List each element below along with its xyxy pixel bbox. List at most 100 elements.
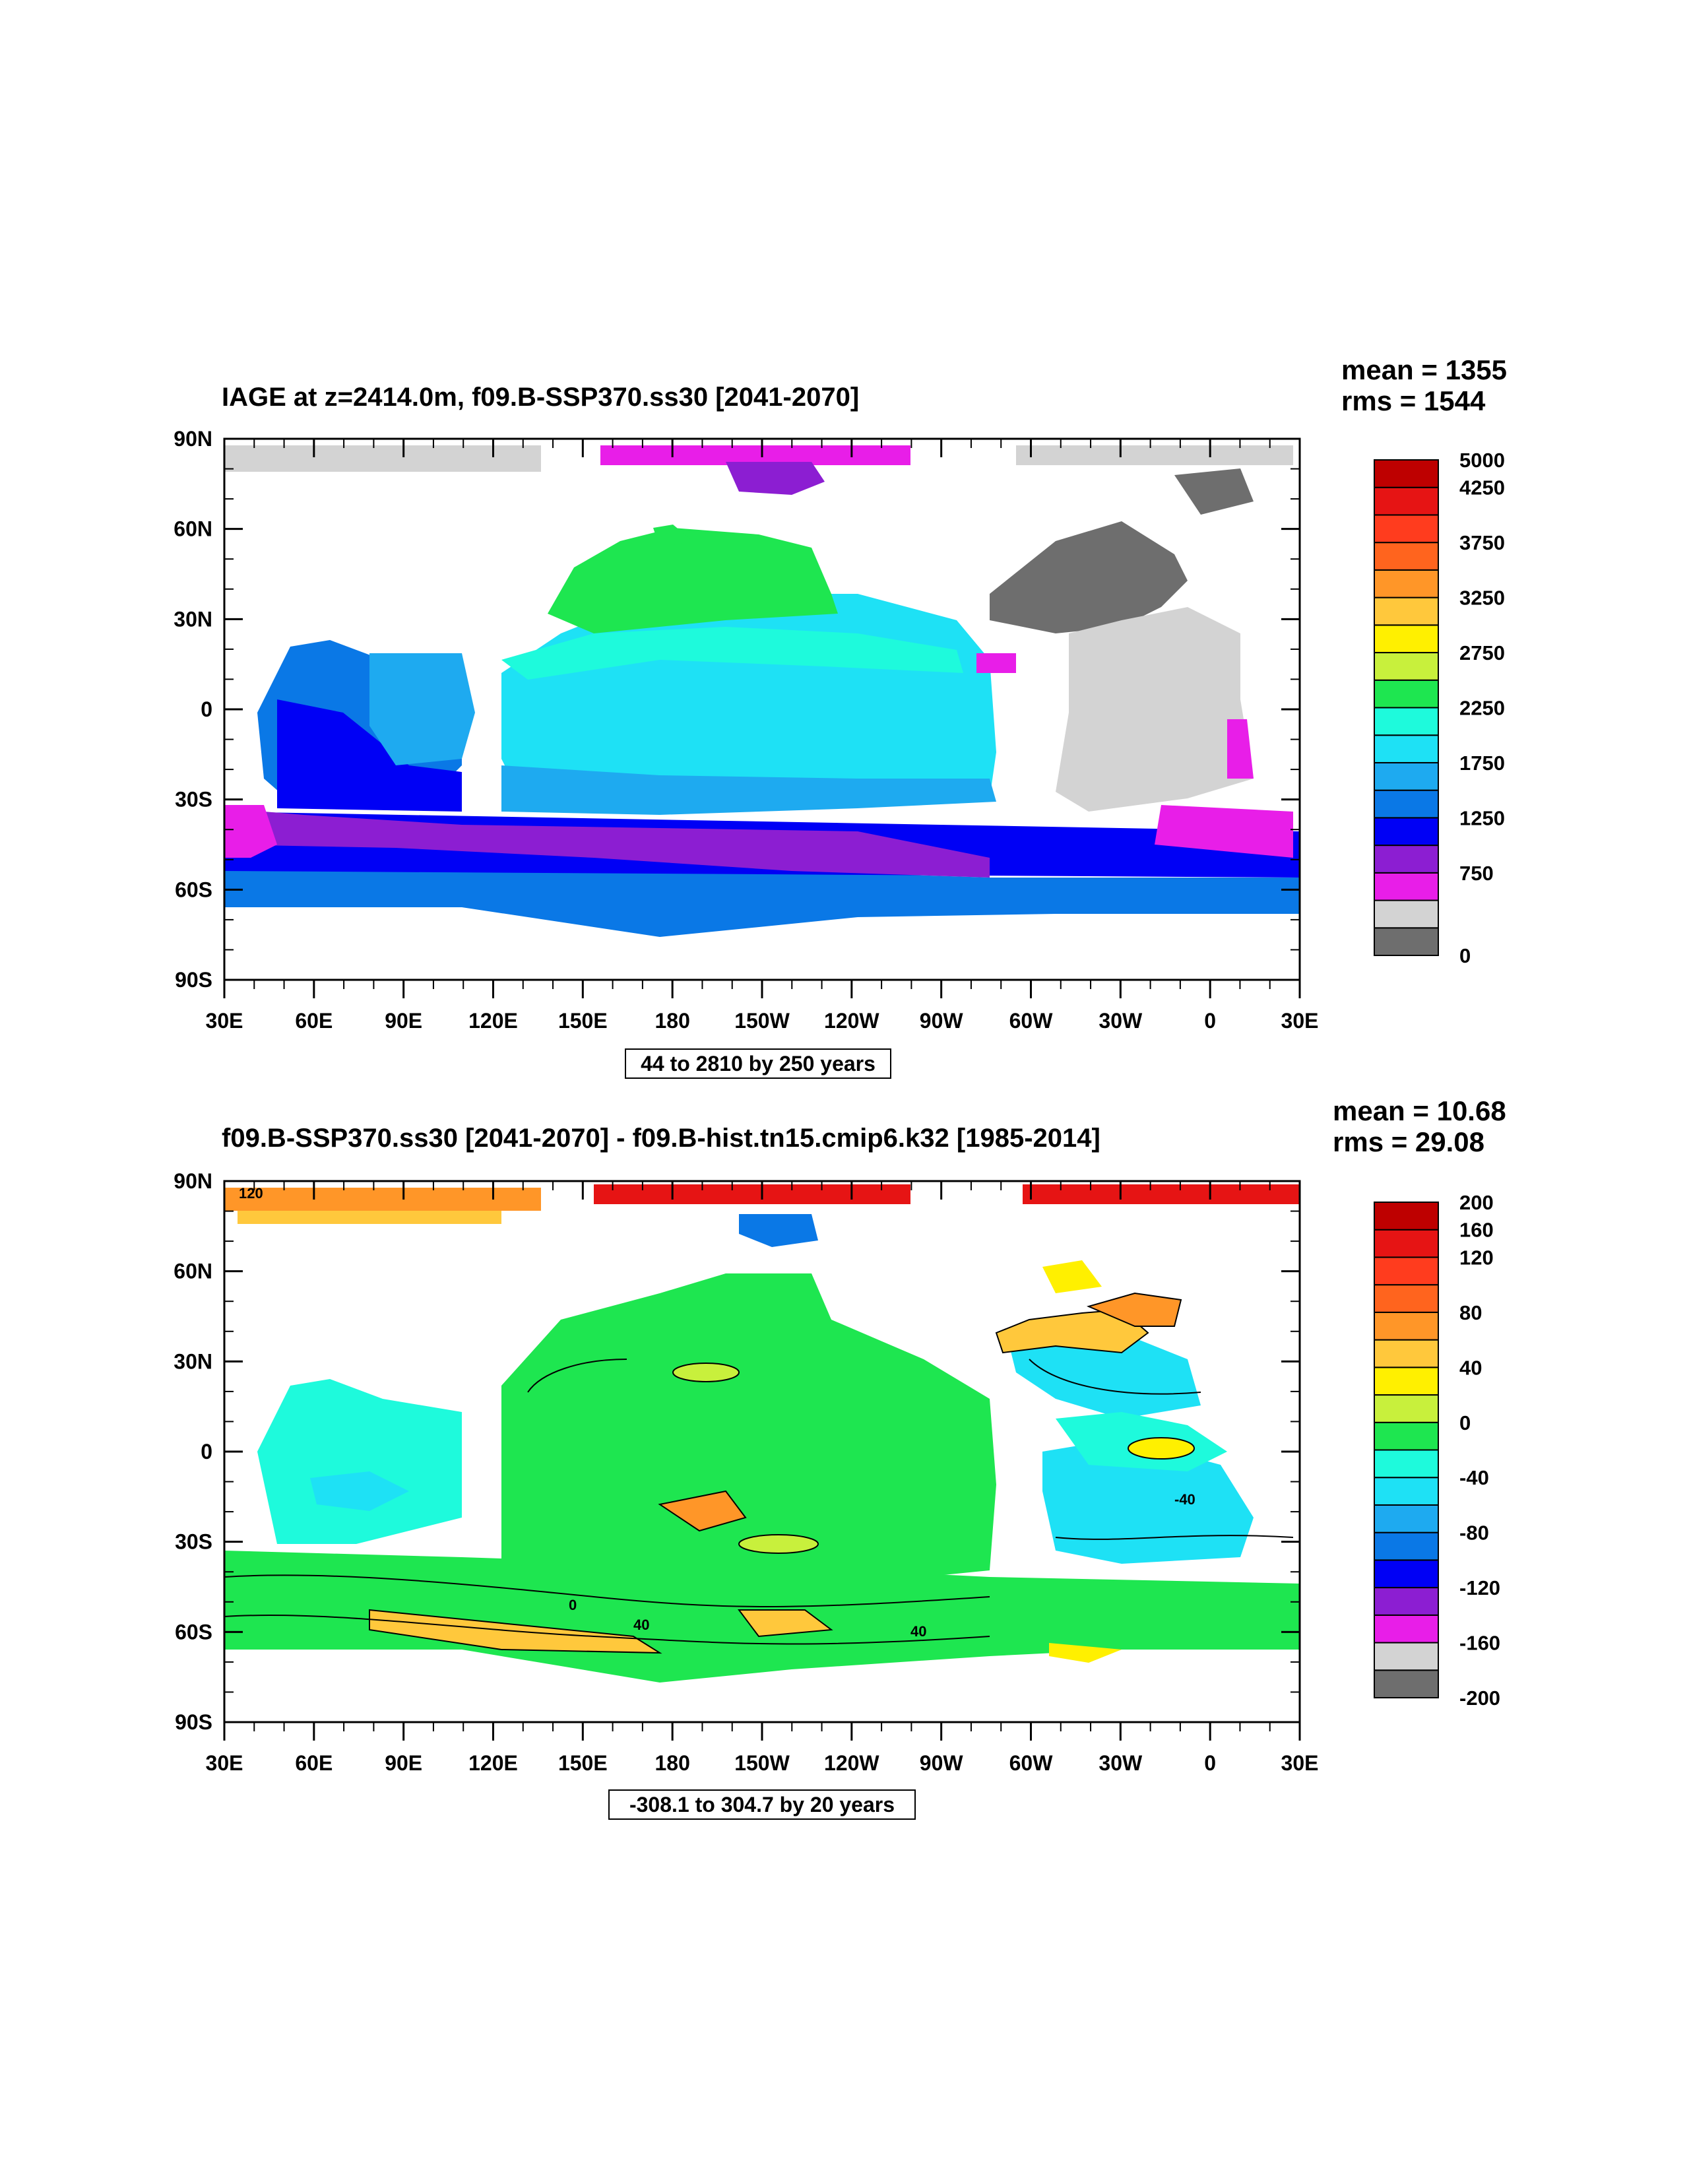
colorbar-box [1374,1587,1439,1616]
contour-label-4: 0 [569,1597,577,1613]
lat-label: 60S [175,1620,212,1644]
lon-label: 90E [385,1751,422,1775]
colorbar-label: 0 [1459,944,1471,967]
colorbar-box [1374,1669,1439,1699]
colorbar-label: 160 [1459,1219,1494,1242]
colorbar-label: 80 [1459,1301,1482,1324]
colorbar-label: 1250 [1459,806,1505,829]
colorbar-label: 3250 [1459,587,1505,610]
lat-label: 90N [174,1169,212,1193]
colorbar-box [1374,1531,1439,1561]
colorbar-box [1374,542,1439,571]
colorbar-box [1374,927,1439,957]
lon-label: 30W [1099,1751,1143,1775]
panel-1-rms: rms = 1544 [1341,385,1486,416]
lon-label: 30W [1099,1009,1143,1033]
colorbar-label: -120 [1459,1576,1500,1599]
lon-label: 180 [654,1751,689,1775]
colorbar-box [1374,596,1439,626]
panel-1-info: 44 to 2810 by 250 years [641,1052,876,1076]
colorbar-box [1374,1284,1439,1313]
panel-2-colorbar: -200 -160 -120 -80 -40 0 40 80 120 160 200 [1374,1191,1500,1710]
lat-label: 30N [174,1349,212,1373]
colorbar-box [1374,1477,1439,1506]
lon-label: 90W [920,1009,964,1033]
colorbar-box [1374,1559,1439,1589]
lat-label: 90N [174,427,212,451]
contour-label-3: 40 [910,1623,926,1640]
colorbar-box [1374,1394,1439,1423]
colorbar-box [1374,1366,1439,1396]
colorbar-box [1374,514,1439,544]
colorbar-box [1374,1229,1439,1258]
colorbar-label: -40 [1459,1466,1489,1489]
colorbar-box [1374,1256,1439,1286]
colorbar-label: 2750 [1459,641,1505,664]
colorbar-box [1374,899,1439,929]
colorbar-box [1374,845,1439,874]
panel-1: IAGE at z=2414.0m, f09.B-SSP370.ss30 [20… [174,354,1507,1079]
panel-1-mean: mean = 1355 [1341,354,1507,385]
colorbar-label: 120 [1459,1246,1494,1269]
panel-1-info-box: 44 to 2810 by 250 years [625,1048,891,1079]
colorbar-label: -200 [1459,1686,1500,1710]
contour-label-2: 40 [633,1617,649,1633]
panel-2-info-box: -308.1 to 304.7 by 20 years [608,1789,916,1820]
colorbar-box [1374,652,1439,681]
colorbar-label: -160 [1459,1632,1500,1655]
contour-label-5: -40 [1174,1491,1195,1508]
lat-label: 90S [175,1710,212,1734]
lat-label: 30S [175,1530,212,1554]
colorbar-label: 3750 [1459,531,1505,554]
colorbar-box [1374,1642,1439,1671]
lon-label: 30E [206,1751,243,1775]
colorbar-label: -80 [1459,1522,1489,1545]
panel-2-mean: mean = 10.68 [1333,1095,1506,1126]
panel-1-lon-ticks: 30E 60E 90E 120E 150E 180 150W 120W 90W 60W 30W 0 30… [206,439,1318,1033]
colorbar-box [1374,789,1439,819]
colorbar-box [1374,1449,1439,1479]
lon-label: 0 [1204,1009,1216,1033]
lat-label: 0 [201,1440,212,1463]
lon-label: 30E [206,1009,243,1033]
colorbar-box [1374,486,1439,516]
lon-label: 150E [558,1751,608,1775]
lon-label: 150E [558,1009,608,1033]
lon-label: 150W [734,1009,790,1033]
lon-label: 90E [385,1009,422,1033]
panel-2: f09.B-SSP370.ss30 [2041-2070] - f09.B-hi… [174,1095,1506,1820]
lat-label: 30S [175,788,212,812]
lon-label: 60E [295,1751,333,1775]
lon-label: 120E [468,1751,518,1775]
colorbar-box [1374,679,1439,709]
colorbar-box [1374,459,1439,488]
lon-label: 150W [734,1751,790,1775]
colorbar-box [1374,1504,1439,1533]
colorbar-box [1374,734,1439,763]
colorbar-label: 4250 [1459,476,1505,499]
lat-label: 0 [201,697,212,721]
panel-2-map: 120 40 40 0 -40 [224,1181,1300,1722]
panel-1-colorbar: 0 750 1250 1750 2250 2750 3250 3750 4250 5000 [1374,449,1505,967]
panel-1-lat-ticks: 90N 60N 30N 0 30S 60S 90S [174,427,1300,992]
lon-label: 0 [1204,1751,1216,1775]
colorbar-box [1374,761,1439,791]
lon-label: 30E [1281,1751,1319,1775]
panel-1-map [224,439,1300,980]
lat-label: 60S [175,878,212,901]
panel-2-info: -308.1 to 304.7 by 20 years [629,1793,895,1816]
lon-label: 120W [824,1751,879,1775]
panel-2-lon-ticks: 30E 60E 90E 120E 150E 180 150W 120W 90W 60W 30W 0 30… [206,1181,1319,1775]
lon-label: 120W [824,1009,879,1033]
colorbar-label: 1750 [1459,752,1505,775]
colorbar-box [1374,872,1439,901]
lat-label: 60N [174,1260,212,1283]
colorbar-box [1374,1311,1439,1341]
lon-label: 90W [920,1751,964,1775]
colorbar-label: 200 [1459,1191,1494,1214]
colorbar-box [1374,817,1439,847]
colorbar-box [1374,569,1439,598]
panel-2-lat-ticks: 90N 60N 30N 0 30S 60S 90S [174,1169,1300,1734]
panel-2-title: f09.B-SSP370.ss30 [2041-2070] - f09.B-hi… [222,1124,1100,1153]
